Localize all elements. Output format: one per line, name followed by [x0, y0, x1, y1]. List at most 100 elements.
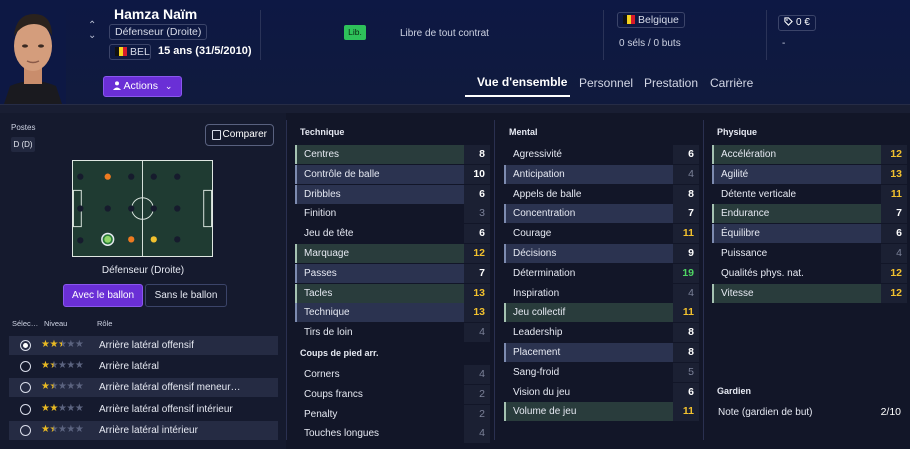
attribute-value: 13 — [464, 283, 490, 303]
previous-player-chevron-icon[interactable]: ⌃ — [88, 20, 97, 31]
attribute-name: Vision du jeu — [513, 386, 571, 398]
header-bottom-strip — [0, 104, 910, 113]
attribute-name: Puissance — [721, 248, 768, 259]
attribute-row[interactable]: Tacles 13 — [295, 283, 490, 303]
attribute-value: 8 — [464, 145, 490, 164]
attribute-row[interactable]: Agilité 13 — [712, 164, 907, 184]
country-pill[interactable]: Belgique — [617, 12, 685, 28]
attribute-row[interactable]: Puissance 4 — [712, 244, 907, 263]
actions-button[interactable]: Actions ⌄ — [103, 76, 182, 97]
attribute-name: Jeu de tête — [304, 228, 354, 240]
attribute-row[interactable]: Leadership 8 — [504, 323, 699, 343]
attribute-row[interactable]: Équilibre 6 — [712, 224, 907, 244]
attribute-row[interactable]: Sang-froid 5 — [504, 362, 699, 382]
mental-column: Mental Agressivité 6 Anticipation 4 Appels d… — [504, 113, 702, 449]
attribute-row[interactable]: Endurance 7 — [712, 204, 907, 224]
attribute-row[interactable]: Contrôle de balle 10 — [295, 164, 490, 184]
attribute-name: Centres — [304, 149, 340, 160]
contract-text: Libre de tout contrat — [400, 28, 489, 39]
role-radio[interactable] — [20, 403, 31, 415]
tab-performance[interactable]: Prestation — [644, 76, 699, 90]
tab-overview[interactable]: Vue d'ensemble — [477, 75, 568, 89]
attribute-name: Vitesse — [721, 287, 754, 299]
attribute-row[interactable]: Touches longues 4 — [295, 424, 490, 444]
attribute-row[interactable]: Courage 11 — [504, 224, 699, 244]
select-column-header: Sélec… — [12, 319, 39, 328]
attribute-name: Sang-froid — [513, 366, 560, 378]
attribute-row[interactable]: Vision du jeu 6 — [504, 382, 699, 402]
attribute-row[interactable]: Dribbles 6 — [295, 184, 490, 204]
attribute-row[interactable]: Inspiration 4 — [504, 283, 699, 303]
attribute-value: 11 — [673, 224, 699, 244]
attribute-row[interactable]: Jeu collectif 11 — [504, 303, 699, 323]
attribute-name: Appels de balle — [513, 188, 582, 200]
attribute-name: Corners — [304, 369, 340, 380]
role-row[interactable]: ★★★★★ Arrière latéral offensif intérieur — [9, 400, 278, 419]
attribute-row[interactable]: Agressivité 6 — [504, 145, 699, 164]
attribute-value: 12 — [464, 244, 490, 263]
attribute-row[interactable]: Passes 7 — [295, 263, 490, 283]
positions-label: Postes — [11, 123, 36, 132]
attribute-row[interactable]: Qualités phys. nat. 12 — [712, 263, 907, 283]
role-radio[interactable] — [20, 382, 31, 394]
attribute-row[interactable]: Finition 3 — [295, 204, 490, 224]
international-caps: 0 séls / 0 buts — [619, 38, 681, 49]
nationality-pill[interactable]: BEL — [109, 44, 151, 60]
attribute-row[interactable]: Centres 8 — [295, 145, 490, 164]
tab-personal[interactable]: Personnel — [579, 76, 634, 90]
attribute-row[interactable]: Concentration 7 — [504, 204, 699, 224]
attribute-name: Dribbles — [304, 188, 341, 200]
tab-career[interactable]: Carrière — [710, 76, 754, 90]
next-player-chevron-icon[interactable]: ⌄ — [88, 30, 97, 41]
attribute-row[interactable]: Volume de jeu 11 — [504, 402, 699, 422]
without-ball-toggle[interactable]: Sans le ballon — [145, 284, 227, 307]
attribute-name: Marquage — [304, 248, 350, 259]
attribute-row[interactable]: Jeu de tête 6 — [295, 224, 490, 244]
chevron-down-icon: ⌄ — [164, 81, 173, 91]
role-row[interactable]: ★★★★★ Arrière latéral intérieur — [9, 420, 278, 440]
role-row[interactable]: ★★★★★ Arrière latéral — [9, 357, 278, 376]
attribute-row[interactable]: Marquage 12 — [295, 244, 490, 263]
role-radio[interactable] — [20, 340, 31, 351]
attribute-row[interactable]: Tirs de loin 4 — [295, 323, 490, 343]
attribute-value: 4 — [881, 244, 907, 263]
attribute-row[interactable]: Placement 8 — [504, 343, 699, 362]
physique-title: Physique — [717, 127, 758, 137]
role-rating-stars-icon: ★★★★★ — [41, 360, 84, 372]
role-row[interactable]: ★★★★★ Arrière latéral offensif meneur… — [9, 378, 278, 398]
person-icon — [112, 81, 121, 90]
attribute-value: 4 — [673, 283, 699, 303]
attribute-row[interactable]: Décisions 9 — [504, 244, 699, 263]
transfer-value-pill: 0 € — [778, 15, 816, 31]
attribute-row[interactable]: Détermination 19 — [504, 263, 699, 283]
attribute-value: 4 — [464, 323, 490, 343]
with-ball-toggle[interactable]: Avec le ballon — [63, 284, 143, 307]
attribute-name: Jeu collectif — [513, 307, 566, 319]
role-rating-stars-icon: ★★★★★ — [41, 423, 84, 435]
attribute-value: 4 — [464, 365, 490, 384]
attribute-name: Volume de jeu — [513, 406, 577, 418]
attribute-row[interactable]: Accélération 12 — [712, 145, 907, 164]
attribute-value: 6 — [464, 184, 490, 204]
role-name: Arrière latéral — [99, 361, 160, 373]
attribute-row[interactable]: Penalty 2 — [295, 404, 490, 424]
attribute-row[interactable]: Corners 4 — [295, 365, 490, 384]
compare-button[interactable]: Comparer — [205, 124, 274, 146]
attribute-row[interactable]: Vitesse 12 — [712, 283, 907, 303]
role-rating-stars-icon: ★★★★★ — [41, 402, 84, 414]
attribute-value: 10 — [464, 164, 490, 184]
role-name: Arrière latéral intérieur — [99, 424, 198, 436]
attribute-row[interactable]: Détente verticale 11 — [712, 184, 907, 204]
attribute-row[interactable]: Anticipation 4 — [504, 164, 699, 184]
mental-title: Mental — [509, 127, 538, 137]
attribute-value: 2 — [464, 384, 490, 404]
attribute-name: Technique — [304, 307, 350, 319]
attribute-row[interactable]: Appels de balle 8 — [504, 184, 699, 204]
header-divider — [260, 10, 261, 60]
attribute-row[interactable]: Technique 13 — [295, 303, 490, 323]
role-row[interactable]: ★★★★★ Arrière latéral offensif — [9, 336, 278, 355]
attribute-row[interactable]: Coups francs 2 — [295, 384, 490, 404]
role-radio[interactable] — [20, 424, 31, 436]
role-radio[interactable] — [20, 361, 31, 373]
attribute-value: 3 — [464, 204, 490, 224]
